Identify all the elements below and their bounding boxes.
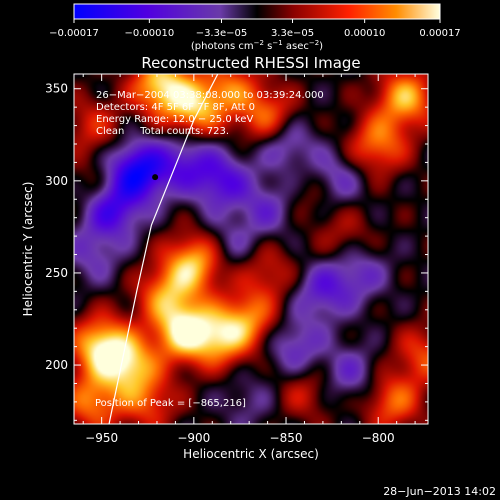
colorbar-tick-label: 0.00010 [344, 28, 385, 39]
y-tick-label: 350 [45, 82, 68, 96]
y-tick-label: 250 [45, 266, 68, 280]
y-tick-label: 200 [45, 358, 68, 372]
plot-area [74, 74, 428, 424]
colorbar-unit-label: (photons cm−2 s−1 asec−2) [191, 39, 323, 52]
peak-position-label: Position of Peak = [−865,216] [95, 398, 246, 409]
annotation-time-range: 26−Mar−2004 03:38:08.000 to 03:39:24.000 [96, 90, 324, 101]
footer-timestamp: 28−Jun−2013 14:02 [383, 485, 496, 498]
y-axis-ticks: 200 250 300 350 [45, 82, 428, 421]
x-tick-label: −800 [362, 431, 395, 445]
annotation-detectors: Detectors: 4F 5F 6F 7F 8F, Att 0 [96, 102, 255, 113]
x-tick-label: −900 [177, 431, 210, 445]
chart-title: Reconstructed RHESSI Image [141, 54, 360, 72]
annotation-block: 26−Mar−2004 03:38:08.000 to 03:39:24.000… [96, 90, 324, 137]
colorbar-ticks: −0.00017 −0.00010 −3.3e−05 3.3e−05 0.00010 0.… [49, 19, 461, 39]
colorbar-tick-label: −0.00010 [124, 28, 174, 39]
x-tick-label: −850 [270, 431, 303, 445]
colorbar-tick-label: −0.00017 [49, 28, 99, 39]
x-axis-title: Heliocentric X (arcsec) [183, 447, 319, 461]
peak-marker [152, 174, 159, 181]
solar-limb-line [108, 74, 219, 424]
annotation-energy-range: Energy Range: 12.0 − 25.0 keV [96, 114, 253, 125]
annotation-counts: Clean Total counts: 723. [96, 126, 229, 137]
plot-frame [73, 73, 429, 425]
heatmap-image [74, 74, 428, 424]
colorbar [73, 3, 441, 20]
colorbar-tick-label: −3.3e−05 [196, 28, 248, 39]
y-axis-title: Heliocentric Y (arcsec) [21, 182, 35, 317]
y-tick-label: 300 [45, 174, 68, 188]
x-tick-label: −950 [85, 431, 118, 445]
colorbar-tick-label: 3.3e−05 [271, 28, 314, 39]
x-axis-ticks: −950 −900 −850 −800 [82, 74, 416, 445]
colorbar-tick-label: 0.00017 [419, 28, 460, 39]
